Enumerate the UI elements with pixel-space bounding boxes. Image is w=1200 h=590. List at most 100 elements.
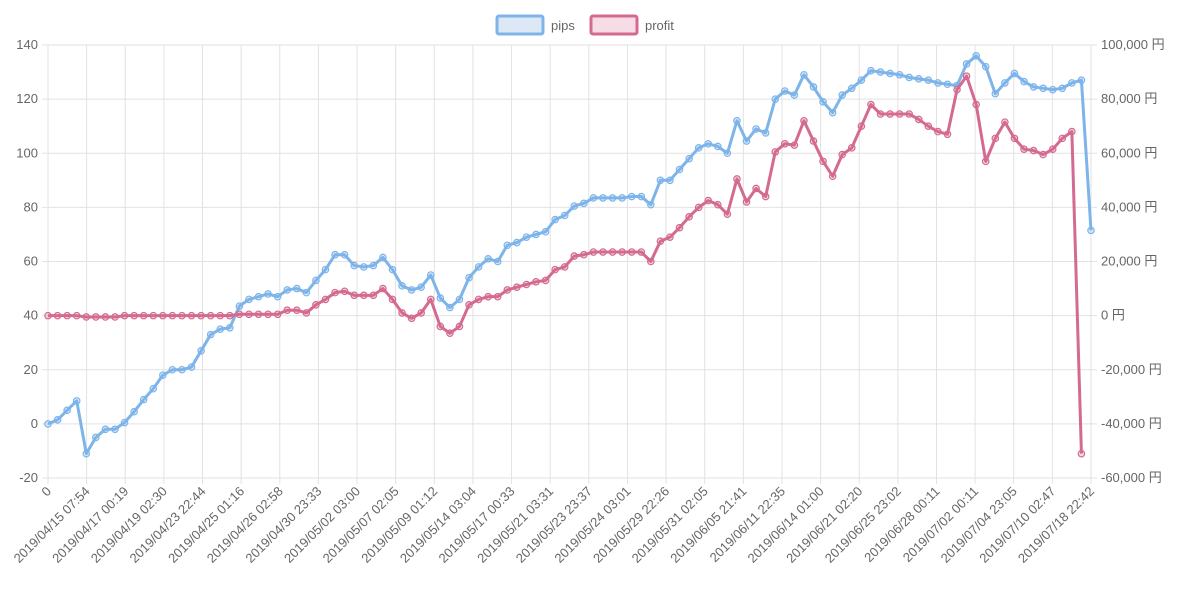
data-point-profit[interactable] (570, 252, 579, 260)
legend-swatch-profit[interactable] (589, 14, 639, 36)
data-point-profit[interactable] (1077, 449, 1086, 458)
data-point-pips[interactable] (685, 154, 693, 163)
data-point-profit[interactable] (465, 300, 473, 309)
data-point-pips[interactable] (474, 263, 483, 271)
data-point-profit[interactable] (44, 311, 52, 320)
data-point-profit[interactable] (761, 192, 770, 201)
data-point-profit[interactable] (273, 310, 282, 319)
data-point-pips[interactable] (388, 265, 397, 274)
data-point-profit[interactable] (513, 283, 521, 292)
data-point-pips[interactable] (312, 276, 320, 285)
data-point-profit[interactable] (120, 311, 129, 320)
data-point-profit[interactable] (446, 329, 454, 338)
data-point-pips[interactable] (742, 137, 751, 145)
data-point-profit[interactable] (168, 311, 177, 320)
data-point-pips[interactable] (484, 254, 492, 263)
data-point-profit[interactable] (245, 310, 253, 319)
data-point-profit[interactable] (838, 150, 847, 159)
data-point-pips[interactable] (1010, 69, 1019, 78)
data-point-pips[interactable] (599, 194, 607, 202)
data-point-pips[interactable] (254, 292, 263, 301)
data-point-profit[interactable] (197, 311, 205, 320)
data-point-pips[interactable] (168, 365, 177, 374)
data-point-pips[interactable] (331, 250, 339, 259)
data-point-profit[interactable] (733, 175, 741, 183)
data-point-pips[interactable] (340, 250, 349, 259)
data-point-profit[interactable] (235, 310, 244, 319)
data-point-profit[interactable] (159, 311, 167, 320)
data-point-pips[interactable] (675, 165, 684, 174)
data-point-profit[interactable] (857, 122, 866, 130)
data-point-profit[interactable] (1058, 134, 1067, 143)
data-point-profit[interactable] (953, 85, 961, 94)
data-point-profit[interactable] (934, 127, 942, 136)
data-point-pips[interactable] (44, 420, 52, 428)
data-point-profit[interactable] (292, 306, 301, 315)
data-point-pips[interactable] (991, 89, 1000, 98)
data-point-profit[interactable] (436, 322, 445, 331)
data-point-pips[interactable] (292, 284, 301, 293)
data-point-pips[interactable] (369, 261, 378, 270)
data-point-profit[interactable] (905, 110, 913, 118)
data-point-profit[interactable] (666, 233, 674, 241)
data-point-pips[interactable] (187, 363, 196, 371)
data-point-pips[interactable] (503, 241, 512, 250)
data-point-pips[interactable] (867, 66, 875, 75)
data-point-pips[interactable] (72, 397, 81, 405)
data-point-profit[interactable] (206, 311, 215, 320)
data-point-pips[interactable] (159, 371, 167, 379)
data-point-profit[interactable] (254, 310, 263, 319)
data-point-pips[interactable] (63, 406, 71, 415)
data-point-pips[interactable] (627, 192, 636, 201)
data-point-profit[interactable] (991, 134, 1000, 143)
data-point-profit[interactable] (226, 311, 234, 320)
data-point-pips[interactable] (436, 294, 445, 302)
data-point-profit[interactable] (101, 313, 110, 321)
data-point-profit[interactable] (580, 250, 588, 259)
data-point-profit[interactable] (551, 265, 559, 274)
data-point-profit[interactable] (474, 295, 483, 304)
data-point-pips[interactable] (723, 149, 732, 158)
data-point-pips[interactable] (886, 69, 894, 78)
data-point-profit[interactable] (599, 248, 607, 256)
data-point-pips[interactable] (857, 76, 866, 84)
data-point-profit[interactable] (130, 311, 138, 320)
data-point-profit[interactable] (82, 313, 91, 321)
data-point-profit[interactable] (809, 137, 818, 145)
data-point-profit[interactable] (627, 248, 636, 256)
data-point-pips[interactable] (943, 80, 952, 89)
data-point-profit[interactable] (63, 311, 71, 320)
data-point-pips[interactable] (273, 292, 282, 301)
data-point-profit[interactable] (560, 263, 569, 271)
data-point-pips[interactable] (589, 194, 598, 202)
data-point-pips[interactable] (1058, 84, 1067, 93)
data-point-profit[interactable] (379, 284, 387, 293)
data-point-pips[interactable] (962, 60, 971, 68)
data-point-profit[interactable] (790, 141, 799, 149)
data-point-profit[interactable] (369, 291, 378, 300)
data-point-pips[interactable] (446, 303, 454, 312)
data-point-profit[interactable] (187, 311, 196, 320)
data-point-profit[interactable] (618, 248, 626, 256)
data-point-profit[interactable] (484, 292, 492, 301)
data-point-profit[interactable] (962, 72, 971, 80)
data-point-pips[interactable] (53, 416, 62, 424)
data-point-pips[interactable] (800, 70, 808, 79)
data-point-pips[interactable] (666, 176, 674, 185)
data-point-pips[interactable] (379, 253, 387, 262)
data-point-profit[interactable] (704, 196, 713, 205)
data-point-pips[interactable] (752, 125, 760, 133)
data-point-pips[interactable] (130, 407, 138, 416)
data-point-pips[interactable] (1087, 226, 1095, 235)
data-point-profit[interactable] (72, 311, 81, 320)
data-point-pips[interactable] (455, 295, 464, 304)
data-point-pips[interactable] (541, 227, 550, 236)
data-point-pips[interactable] (532, 230, 540, 239)
legend-label-pips[interactable]: pips (551, 18, 575, 33)
data-point-pips[interactable] (139, 395, 148, 404)
data-point-profit[interactable] (647, 257, 655, 266)
data-point-profit[interactable] (264, 310, 272, 319)
data-point-profit[interactable] (388, 295, 397, 304)
data-point-pips[interactable] (714, 142, 722, 151)
data-point-profit[interactable] (283, 306, 292, 315)
